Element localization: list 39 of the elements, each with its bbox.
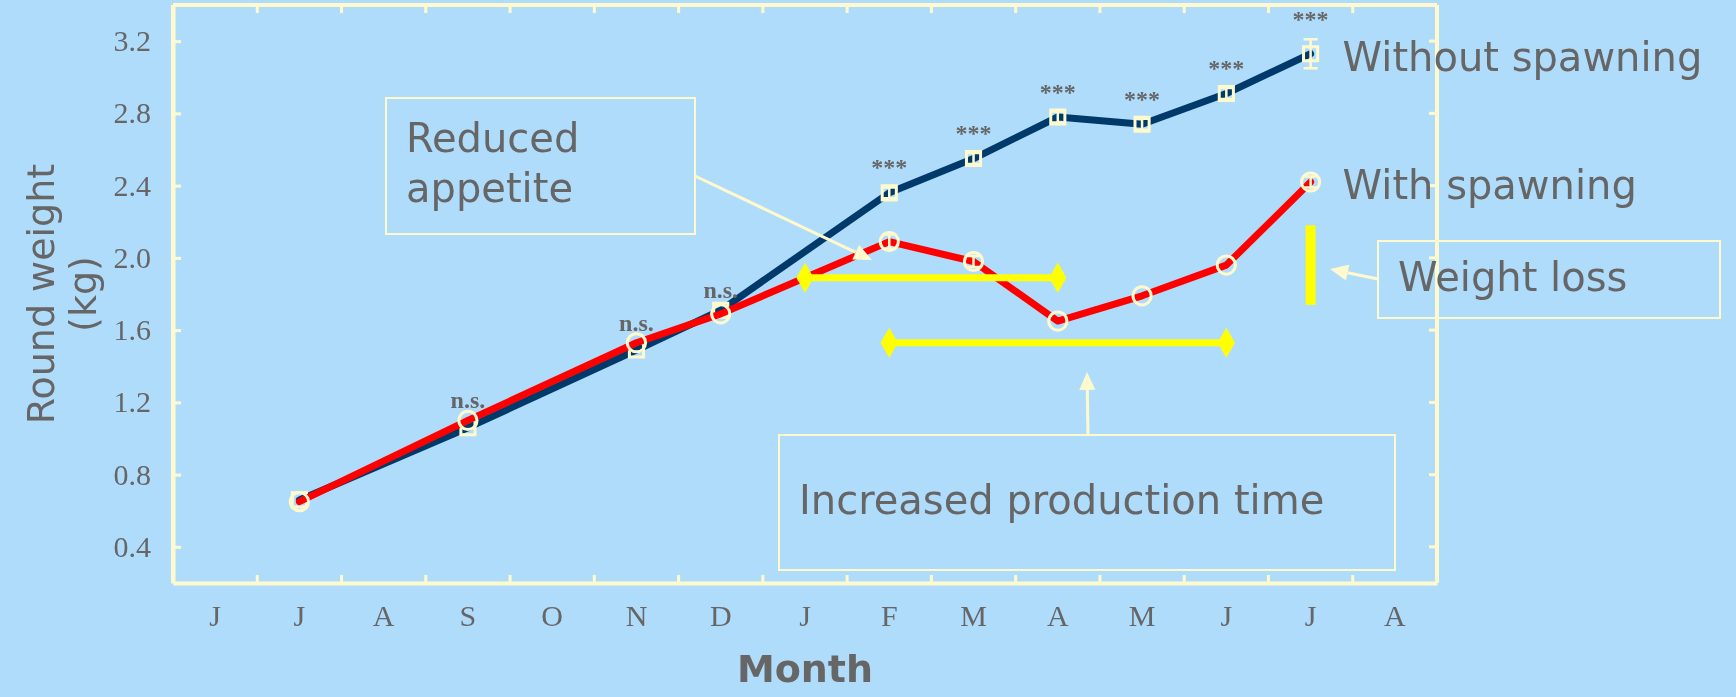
x-tick-label: A (1384, 599, 1407, 633)
x-tick-label: O (541, 599, 564, 633)
legend-label: Without spawning (1342, 33, 1703, 80)
annotation: Weight loss (1398, 253, 1628, 300)
x-axis-title: Month (736, 647, 874, 691)
x-tick-label: A (1046, 599, 1069, 633)
x-tick-label: A (372, 599, 395, 633)
data-label: n.s. (703, 277, 739, 304)
x-tick-label: J (209, 599, 222, 633)
annotation: Reduced appetite (406, 115, 580, 211)
x-tick-label: J (1304, 599, 1317, 633)
y-tick-label: 1.2 (113, 385, 151, 419)
data-label: *** (1292, 6, 1329, 33)
data-label: *** (1208, 55, 1245, 82)
y-tick-label: 2.8 (113, 96, 151, 130)
x-tick-label: S (459, 599, 477, 633)
x-tick-label: N (625, 599, 648, 633)
x-tick-label: J (1220, 599, 1233, 633)
y-tick-label: 0.4 (113, 529, 151, 563)
y-tick-label: 1.6 (113, 313, 151, 347)
data-label: *** (1124, 85, 1161, 112)
y-axis-title: Round weight (kg) (19, 163, 105, 425)
data-label: n.s. (619, 309, 654, 336)
data-label: n.s. (450, 387, 486, 414)
y-tick-label: 0.8 (113, 457, 151, 491)
x-tick-label: M (1128, 599, 1156, 633)
annotation: Increased production time (799, 476, 1325, 523)
x-tick-label: J (799, 599, 812, 633)
x-tick-label: D (709, 599, 732, 633)
data-label: *** (955, 120, 992, 147)
y-tick-label: 2.4 (113, 168, 151, 202)
data-label: *** (1039, 78, 1076, 105)
legend-label: With spawning (1342, 162, 1637, 209)
x-tick-label: M (960, 599, 987, 633)
x-tick-label: F (880, 599, 898, 633)
y-tick-label: 3.2 (113, 24, 151, 58)
data-label: *** (871, 154, 908, 181)
x-tick-label: J (293, 599, 306, 633)
y-tick-label: 2.0 (113, 240, 151, 274)
